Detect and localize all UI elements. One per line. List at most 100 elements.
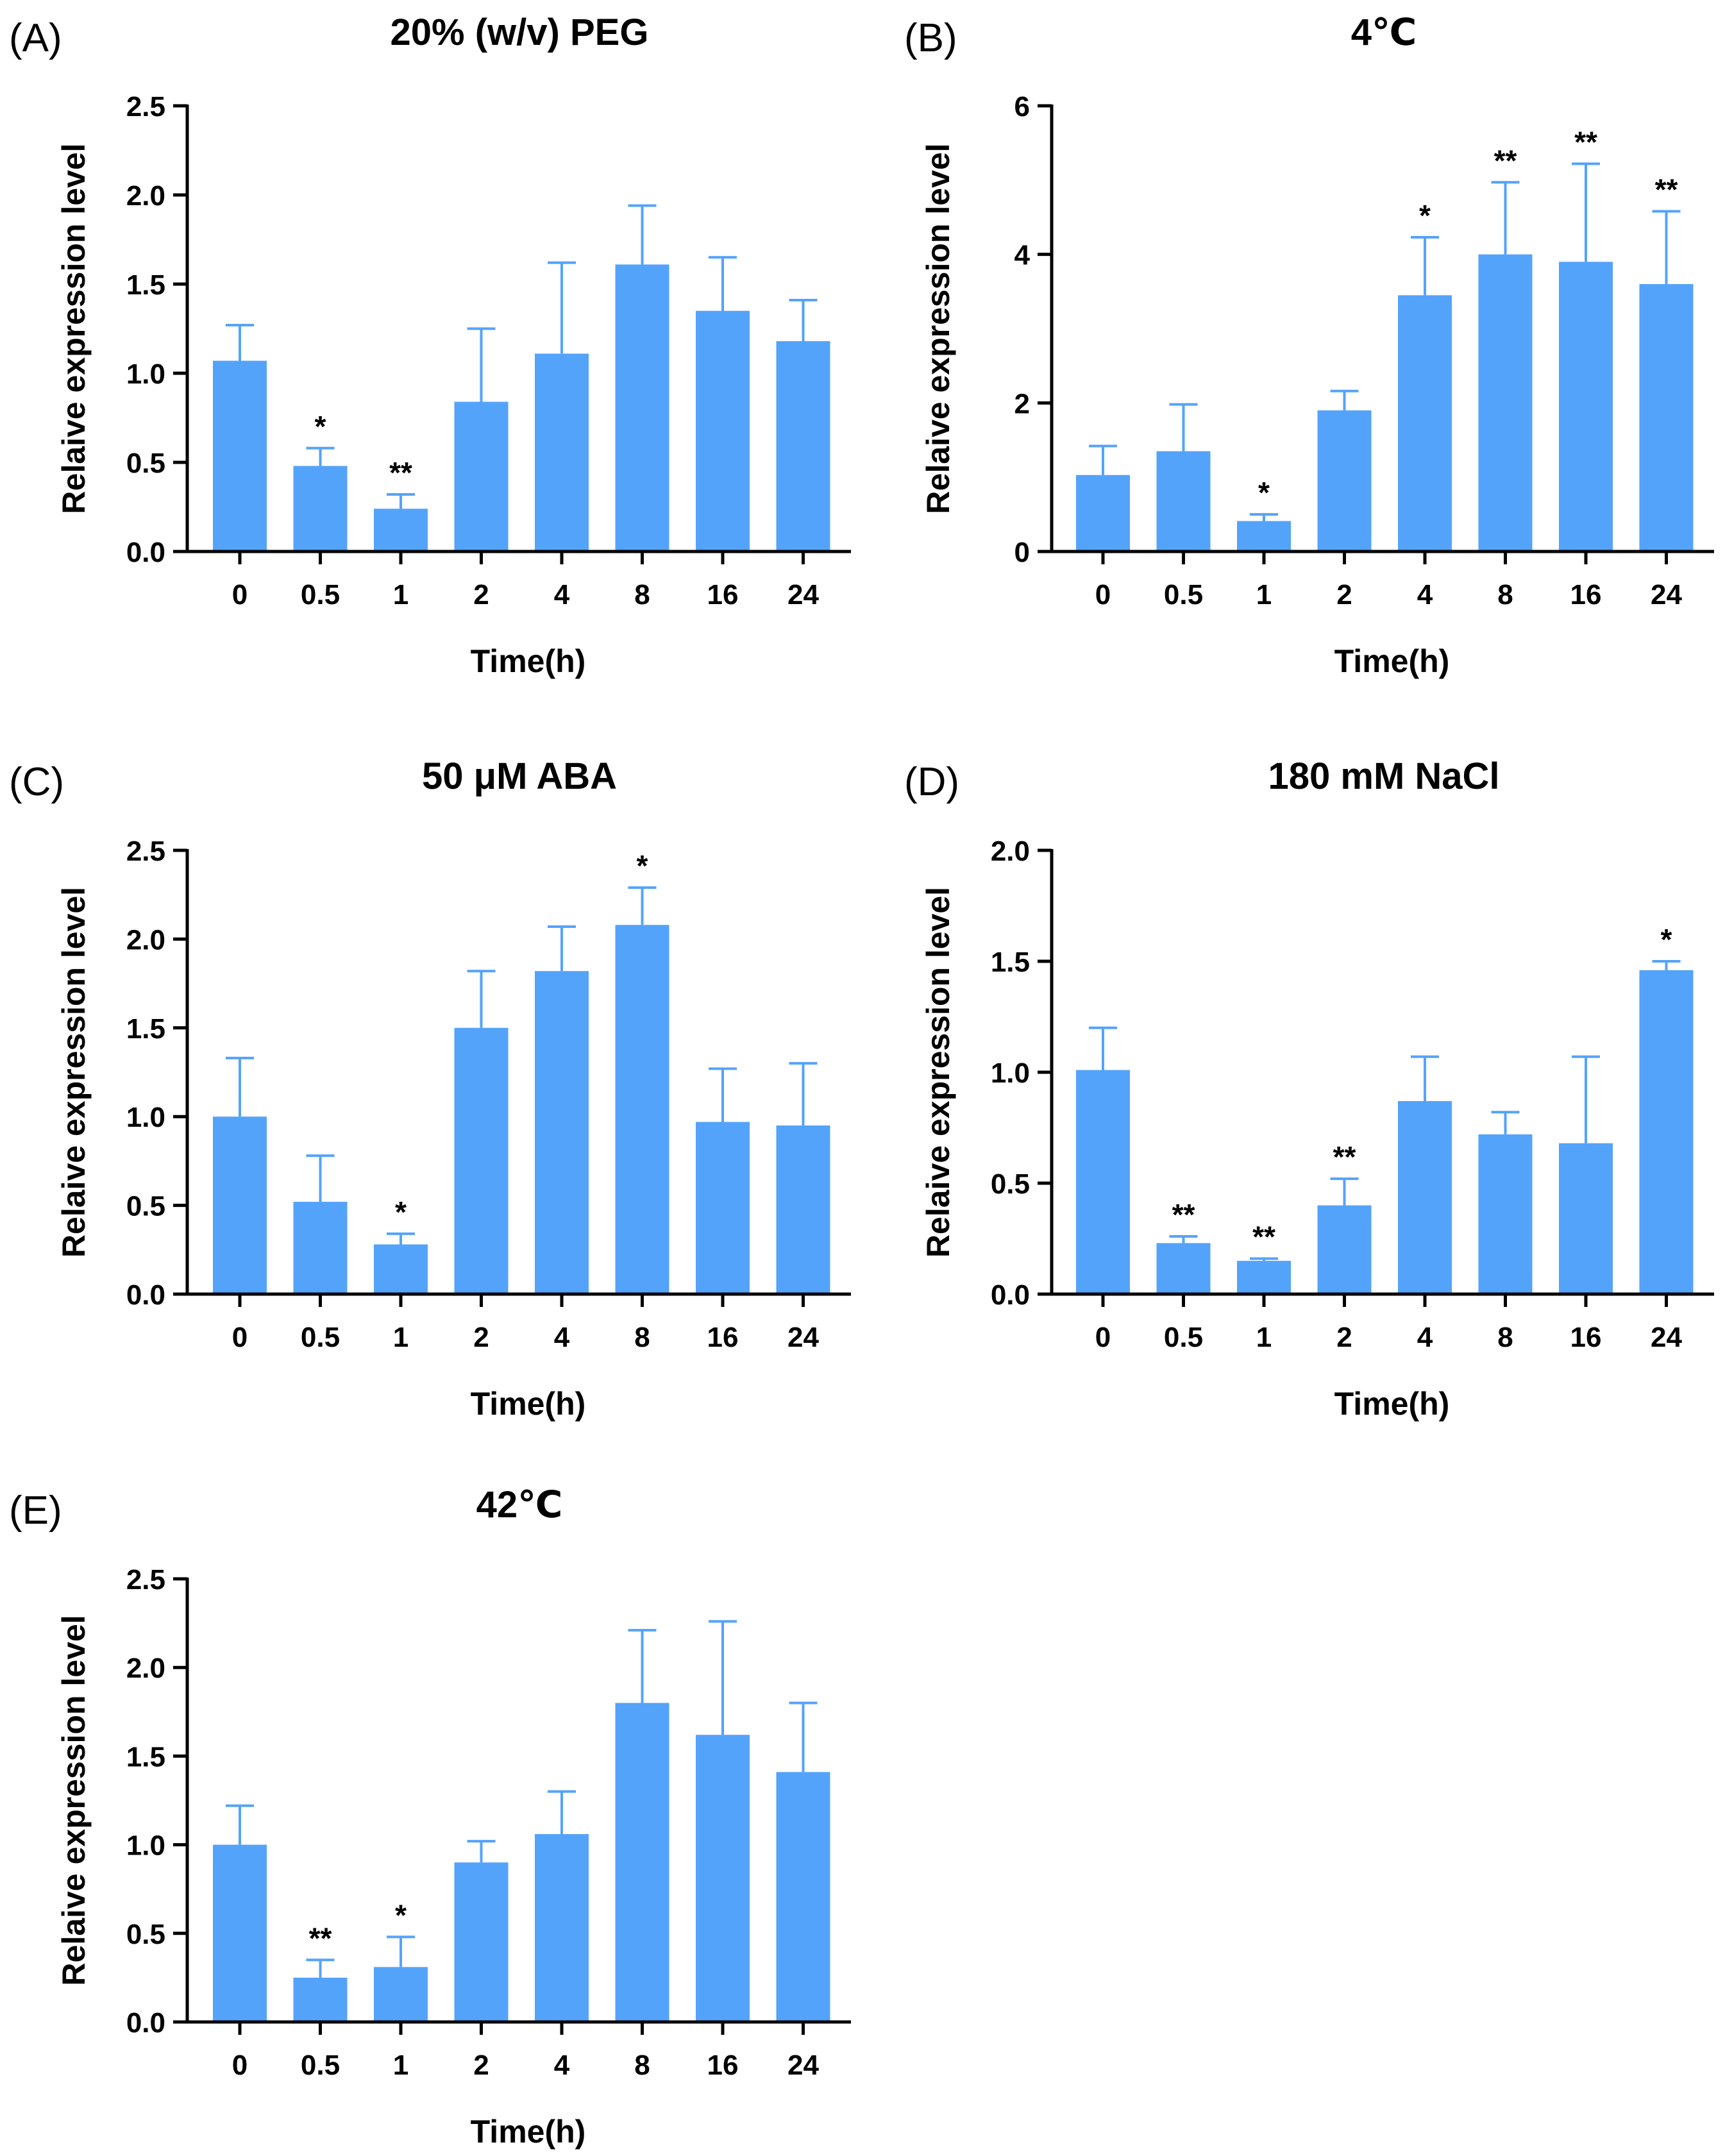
bar-24 (1639, 970, 1694, 1294)
x-tick-label: 2 (473, 2050, 489, 2081)
bar-0.5 (1156, 451, 1211, 552)
y-tick-label: 2.5 (126, 1564, 165, 1596)
bar-2 (1317, 410, 1372, 552)
bar-4 (535, 971, 589, 1294)
significance-mark-16: ** (1574, 125, 1597, 158)
y-tick-label: 0.5 (126, 1191, 165, 1222)
significance-mark-0.5: ** (309, 1921, 332, 1955)
bar-24 (776, 1772, 830, 2022)
bar-0.5 (1156, 1243, 1211, 1294)
bar-16 (1559, 262, 1613, 552)
significance-mark-1: ** (1252, 1220, 1275, 1254)
panel-c: (C) 50 μM ABA * * 0.0 0.5 1.0 1.5 2.0 2.5 Relaive … (9, 755, 851, 1422)
x-tick-label: 8 (634, 1322, 650, 1353)
y-tick-label: 0 (1014, 537, 1030, 568)
x-tick-label: 24 (787, 579, 819, 611)
x-tick-label: 1 (1256, 1322, 1272, 1353)
x-tick-label: 1 (393, 2050, 408, 2081)
bar-0.5 (293, 1202, 348, 1294)
bar-16 (1559, 1143, 1613, 1294)
x-tick-label: 8 (1497, 1322, 1513, 1353)
significance-mark-8: ** (1494, 144, 1517, 177)
y-tick-label: 2.0 (126, 1653, 165, 1684)
bar-1 (1237, 521, 1291, 552)
y-tick-label: 0.0 (991, 1279, 1030, 1311)
significance-mark-2: ** (1333, 1140, 1356, 1174)
bar-4 (535, 1834, 589, 2022)
chart-title: 180 mM NaCl (1268, 755, 1499, 797)
x-tick-label: 0.5 (301, 1322, 340, 1353)
y-tick-label: 1.0 (126, 1102, 165, 1133)
y-axis-label: Relaive expression level (56, 143, 92, 514)
x-tick-label: 2 (473, 1322, 489, 1353)
x-axis-label: Time(h) (471, 2114, 586, 2150)
y-tick-label: 0.5 (126, 1919, 165, 1950)
x-tick-label: 16 (707, 579, 739, 611)
x-tick-label: 24 (1651, 579, 1682, 611)
panel-label: (B) (904, 16, 957, 60)
x-tick-label: 0 (1095, 579, 1111, 611)
y-tick-label: 0.0 (126, 1279, 165, 1311)
bar-2 (454, 401, 509, 552)
bar-24 (776, 1125, 830, 1294)
y-tick-label: 0.5 (126, 448, 165, 479)
x-tick-label: 4 (1417, 579, 1433, 611)
y-axis-label: Relaive expression level (920, 143, 956, 514)
x-axis-label: Time(h) (471, 643, 586, 679)
x-tick-label: 0.5 (1164, 1322, 1203, 1353)
y-tick-label: 0.5 (991, 1168, 1030, 1200)
bar-8 (615, 925, 669, 1294)
y-tick-label: 1.0 (126, 358, 165, 390)
x-axis-label: Time(h) (1334, 643, 1450, 679)
x-tick-label: 4 (1417, 1322, 1433, 1353)
panel-label: (E) (9, 1488, 62, 1533)
significance-mark-1: * (1258, 476, 1270, 509)
x-tick-label: 16 (707, 1322, 739, 1353)
x-tick-label: 8 (634, 2050, 650, 2081)
bar-16 (696, 310, 750, 552)
x-tick-label: 24 (787, 1322, 819, 1353)
y-tick-label: 2 (1014, 388, 1030, 419)
y-axis-label: Relaive expression level (56, 887, 92, 1258)
chart-title: 4℃ (1351, 12, 1417, 53)
x-tick-label: 4 (554, 579, 570, 611)
y-tick-label: 0.0 (126, 2007, 165, 2039)
bar-1 (374, 1967, 428, 2022)
x-tick-label: 16 (1570, 1322, 1602, 1353)
x-tick-label: 1 (1256, 579, 1272, 611)
significance-mark-24: * (1661, 923, 1672, 956)
bar-8 (615, 1703, 669, 2022)
bar-1 (374, 1244, 428, 1294)
y-axis-label: Relaive expression level (56, 1615, 92, 1985)
chart-title: 50 μM ABA (422, 755, 617, 797)
x-tick-label: 1 (393, 579, 408, 611)
x-axis-label: Time(h) (1334, 1386, 1450, 1422)
significance-mark-1: * (395, 1898, 407, 1932)
y-tick-label: 2.5 (126, 91, 165, 122)
x-tick-label: 0.5 (1164, 579, 1203, 611)
bar-8 (1478, 1134, 1533, 1294)
bar-2 (454, 1862, 509, 2022)
y-tick-label: 0.0 (126, 537, 165, 568)
x-tick-label: 8 (634, 579, 650, 611)
x-tick-label: 16 (707, 2050, 739, 2081)
significance-mark-24: ** (1655, 173, 1678, 206)
x-tick-label: 2 (1336, 579, 1352, 611)
bar-4 (535, 353, 589, 552)
bar-8 (615, 264, 669, 552)
x-tick-label: 16 (1570, 579, 1602, 611)
x-tick-label: 0 (1095, 1322, 1111, 1353)
y-tick-label: 2.0 (126, 180, 165, 212)
significance-mark-0.5: * (315, 410, 326, 443)
y-tick-label: 1.0 (126, 1830, 165, 1862)
bar-0 (213, 360, 267, 552)
y-tick-label: 1.0 (991, 1057, 1030, 1089)
y-tick-label: 4 (1014, 240, 1031, 271)
y-tick-label: 2.0 (991, 836, 1030, 867)
y-tick-label: 2.0 (126, 924, 165, 956)
panel-label: (A) (9, 16, 62, 60)
x-tick-label: 0 (232, 1322, 248, 1353)
x-tick-label: 0.5 (301, 2050, 340, 2081)
